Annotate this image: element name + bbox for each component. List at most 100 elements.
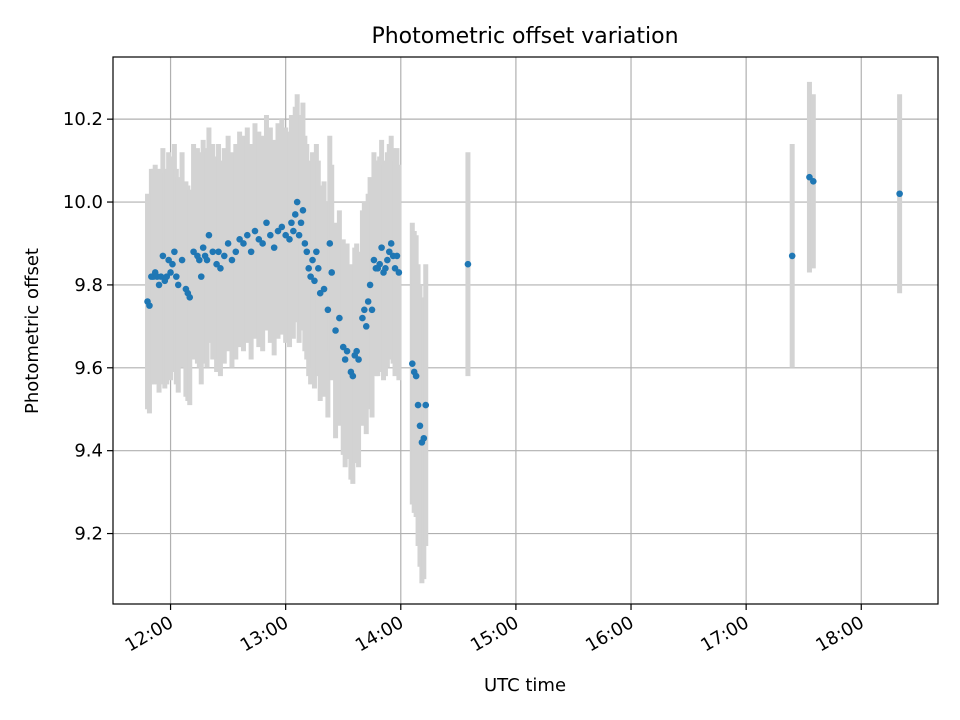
data-point (282, 231, 289, 239)
data-point (314, 265, 322, 272)
data-point (174, 281, 182, 289)
data-point (301, 240, 309, 247)
data-point (278, 223, 286, 231)
data-point (359, 314, 366, 322)
data-point (353, 347, 360, 355)
data-point (155, 281, 163, 289)
data-point (288, 219, 295, 227)
data-point (163, 273, 171, 280)
data-point (286, 236, 293, 243)
y-tick-label: 9.8 (74, 275, 103, 296)
y-tick-label: 9.2 (74, 524, 103, 545)
data-point (247, 248, 255, 256)
data-point (295, 231, 303, 239)
data-point (173, 273, 180, 280)
data-point (259, 240, 266, 247)
data-point (228, 256, 236, 264)
data-point (378, 244, 385, 251)
data-point (274, 227, 282, 235)
data-point (197, 273, 205, 280)
data-point (224, 240, 232, 247)
data-point (341, 356, 349, 363)
data-point (339, 343, 347, 351)
data-point (382, 265, 389, 272)
data-point (186, 294, 194, 301)
data-point (422, 401, 430, 409)
y-tick-label: 10.2 (63, 109, 103, 130)
data-point (387, 240, 395, 247)
data-point (178, 256, 186, 264)
data-point (464, 260, 472, 268)
data-point (307, 273, 314, 280)
data-point (263, 219, 270, 227)
data-point (217, 265, 224, 272)
data-point (232, 248, 240, 256)
data-point (370, 256, 378, 264)
data-point (416, 422, 424, 430)
data-point (355, 356, 362, 363)
data-point (196, 256, 203, 264)
y-tick-label: 9.6 (74, 358, 103, 379)
data-point (303, 248, 311, 256)
data-point (290, 227, 297, 235)
data-point (316, 289, 324, 297)
data-point (240, 240, 247, 247)
data-point (311, 277, 318, 285)
data-point (391, 265, 399, 272)
data-point (809, 178, 817, 185)
data-point (213, 260, 220, 268)
data-point (412, 372, 420, 380)
data-point (299, 207, 307, 214)
data-point (236, 236, 243, 243)
data-point (244, 231, 251, 239)
data-point (305, 265, 312, 272)
data-point (215, 248, 222, 256)
data-point (270, 244, 278, 251)
data-point (409, 360, 416, 367)
data-point (159, 252, 167, 260)
data-point (384, 256, 391, 264)
data-point (332, 327, 339, 334)
y-axis-ticks: 9.2 9.4 9.6 9.8 10.0 10.2 (63, 109, 113, 545)
data-point (320, 285, 328, 293)
data-point (203, 256, 211, 264)
data-point (366, 281, 374, 289)
data-point (368, 306, 376, 314)
data-point (309, 256, 316, 264)
data-point (209, 248, 217, 256)
data-point (167, 269, 174, 276)
data-point (395, 269, 403, 276)
data-point (267, 231, 274, 239)
y-tick-label: 10.0 (63, 192, 103, 213)
data-point (146, 302, 153, 309)
data-point (896, 190, 903, 198)
data-point (420, 434, 428, 442)
data-point (171, 248, 178, 256)
y-axis-label: Photometric offset (22, 248, 43, 414)
data-point (190, 248, 197, 256)
data-point (251, 227, 259, 235)
data-point (313, 248, 320, 256)
data-point (324, 306, 332, 314)
chart-title: Photometric offset variation (371, 24, 678, 49)
data-point (328, 269, 336, 276)
data-point (362, 323, 370, 330)
data-point (364, 298, 372, 305)
y-tick-label: 9.4 (74, 441, 103, 462)
data-point (788, 252, 796, 260)
data-point (385, 248, 393, 256)
data-point (220, 252, 228, 260)
data-point (291, 211, 299, 218)
data-point (336, 314, 343, 322)
data-point (376, 260, 383, 268)
x-axis-label: UTC time (484, 675, 566, 696)
data-point (205, 231, 213, 239)
data-point (169, 260, 176, 268)
data-point (343, 347, 351, 355)
data-point (349, 372, 357, 380)
data-point (165, 256, 172, 264)
data-point (326, 240, 334, 247)
data-point (393, 252, 401, 260)
